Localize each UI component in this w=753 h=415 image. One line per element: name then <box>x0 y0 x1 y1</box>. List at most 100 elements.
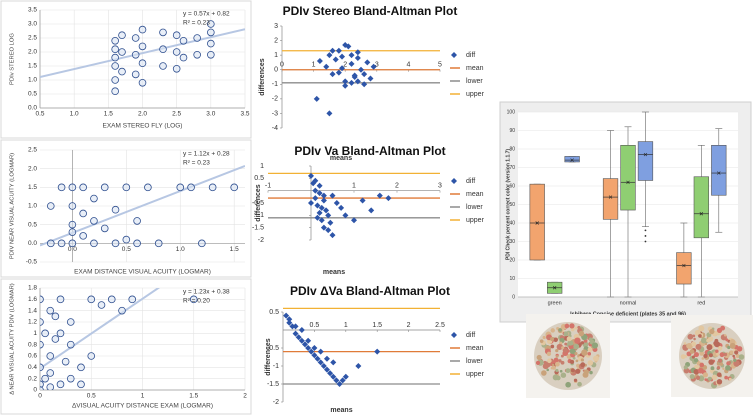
diff-point <box>308 200 314 206</box>
plate-dot <box>689 346 692 350</box>
point <box>179 53 188 62</box>
point <box>111 36 119 45</box>
point <box>118 306 126 315</box>
mean-marker <box>608 195 613 199</box>
plate-dot <box>698 334 702 338</box>
plate-dot <box>700 327 704 331</box>
point <box>57 239 66 248</box>
plate-dot <box>581 349 588 356</box>
plate-dot <box>733 358 737 362</box>
point <box>79 209 87 218</box>
point <box>68 228 77 236</box>
y-tick-label: 1.4 <box>28 307 37 314</box>
plate-dot <box>546 368 550 372</box>
plate-dot <box>734 350 739 355</box>
plate-dot <box>564 323 570 329</box>
plate-dot <box>560 372 567 378</box>
plate-dot <box>716 352 720 356</box>
plate-dot <box>574 352 578 356</box>
x-axis-label: means <box>330 407 352 414</box>
diff-point <box>370 63 377 70</box>
y-tick-label: 2 <box>274 37 278 44</box>
x-tick-label: normal <box>620 300 637 306</box>
box <box>620 145 636 211</box>
y-tick-label: -0.5 <box>267 345 279 352</box>
diff-point <box>359 197 366 204</box>
diff-point <box>351 72 358 79</box>
point <box>111 62 119 70</box>
legend-swatch <box>451 52 457 58</box>
y-tick-label: -0.5 <box>252 200 264 207</box>
diff-point <box>295 334 302 341</box>
point <box>131 70 140 79</box>
diff-point <box>292 330 299 337</box>
x-tick-label: 2 <box>343 62 347 69</box>
diff-point <box>283 312 290 319</box>
point <box>193 50 201 59</box>
point <box>207 28 215 37</box>
plate-dot <box>710 366 715 371</box>
plate-dot <box>567 340 574 346</box>
plate-dot <box>575 359 579 363</box>
diff-point <box>368 207 375 214</box>
x-tick-label: 0.5 <box>87 393 96 400</box>
diff-point <box>330 359 337 366</box>
plate-dot <box>693 358 699 363</box>
plate-dot <box>555 368 559 373</box>
diff-point <box>286 316 293 323</box>
plate-dot <box>573 378 578 383</box>
plate-dot <box>555 349 559 353</box>
diff-point <box>374 348 381 355</box>
y-tick-label: -1.5 <box>267 381 279 388</box>
plate-dot <box>583 369 590 375</box>
point <box>122 183 131 192</box>
box <box>711 145 727 196</box>
point <box>107 295 116 304</box>
diff-point <box>327 219 334 226</box>
point <box>198 239 206 248</box>
point <box>138 42 147 51</box>
point <box>46 239 55 248</box>
point <box>46 202 55 210</box>
y-tick-label: -3 <box>272 110 278 117</box>
diff-point <box>325 212 332 219</box>
mean-marker <box>570 158 574 162</box>
plate-dot <box>728 377 732 381</box>
plate-dot <box>702 372 709 378</box>
box <box>637 141 654 181</box>
plate-dot <box>695 375 701 381</box>
plate-dot <box>722 367 725 370</box>
y-tick-label: -1 <box>258 212 264 219</box>
point <box>77 363 85 372</box>
x-tick-label: 1.5 <box>230 246 239 253</box>
annotation: R² = 0.23 <box>183 20 210 27</box>
y-tick-label: 0.0 <box>28 240 37 247</box>
diff-point <box>354 78 361 85</box>
diff-point <box>316 182 323 189</box>
chart-title: PDIv Stereo Bland-Altman Plot <box>283 4 458 18</box>
x-tick-label: 5 <box>438 62 442 69</box>
diff-point <box>314 214 321 221</box>
x-tick-label: 1 <box>141 393 145 400</box>
x-axis-label: means <box>330 155 352 162</box>
plate-dot <box>551 363 555 367</box>
point <box>57 183 66 192</box>
point <box>144 183 152 192</box>
x-tick-label: 3.0 <box>206 111 215 118</box>
legend-label: diff <box>466 332 475 339</box>
points <box>40 288 198 390</box>
diff-point <box>342 78 349 85</box>
plate-dot <box>723 334 727 337</box>
point <box>40 318 44 326</box>
plate-dot <box>553 357 559 363</box>
plate-dot <box>714 338 719 343</box>
diff-point <box>298 337 305 344</box>
point <box>131 34 140 42</box>
diff-point <box>316 190 323 197</box>
y-axis-label: differences <box>265 338 272 375</box>
plate-dot <box>565 368 571 374</box>
chart-title: PDIv Va Bland-Altman Plot <box>294 144 445 158</box>
y-tick-label: 0 <box>33 387 37 394</box>
diff-point <box>316 209 323 216</box>
plate-dot <box>706 344 713 351</box>
